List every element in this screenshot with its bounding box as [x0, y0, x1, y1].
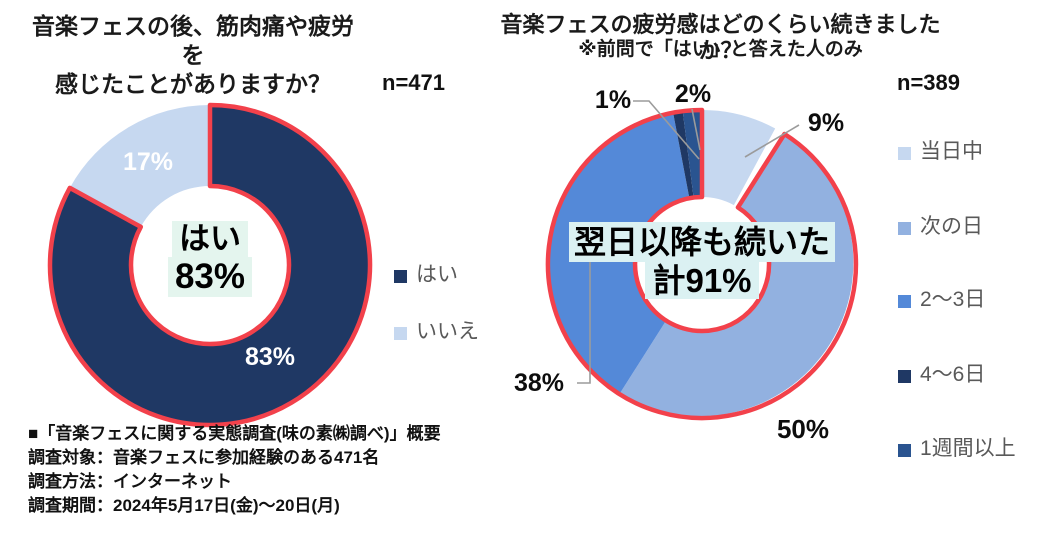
right-chart-subtitle: ※前問で「はい」と答えた人のみ	[578, 39, 863, 60]
slice-label-next-day-50: 50%	[776, 414, 830, 444]
survey-note-line4: 調査期間：2024年5月17日(金)～20日(月)	[28, 496, 340, 515]
legend-label-week-plus: 1週間以上	[920, 437, 1016, 460]
slice-label-hai-83: 83%	[244, 343, 296, 371]
legend-item-next-day: 次の日	[898, 210, 983, 240]
legend-item-4-6-days: 4～6日	[898, 358, 985, 388]
legend-item-2-3-days: 2～3日	[898, 283, 985, 313]
legend-label-next-day: 次の日	[920, 215, 983, 238]
donut-slice-いいえ	[69, 105, 210, 227]
left-chart-title-line2: 感じたことがありますか？	[55, 71, 331, 97]
right-center-line1: 翌日以降も続いた	[568, 222, 835, 262]
survey-note-line1: ■「音楽フェスに関する実態調査(味の素㈱調べ)」概要	[28, 424, 441, 443]
red-emphasis-outline	[545, 107, 859, 421]
legend-label-iie: いいえ	[416, 320, 479, 343]
left-chart-title: 音楽フェスの後、筋肉痛や疲労を 感じたことがありますか？	[28, 12, 358, 99]
legend-label-same-day: 当日中	[920, 140, 983, 163]
slice-label-iie-17: 17%	[122, 148, 174, 176]
right-chart-title: 音楽フェスの疲労感はどのくらい続きましたか？	[500, 12, 941, 63]
legend-swatch-hai	[394, 270, 407, 283]
right-donut-center-label: 翌日以降も続いた 計91%	[535, 222, 869, 299]
legend-item-week-plus: 1週間以上	[898, 432, 1016, 462]
legend-label-hai: はい	[416, 263, 458, 286]
legend-label-4-6-days: 4～6日	[920, 363, 986, 386]
survey-note-line2: 調査対象：音楽フェスに参加経験のある471名	[28, 448, 380, 467]
left-center-line2: 83%	[167, 257, 253, 297]
donut-slice-はい	[49, 105, 370, 426]
right-chart-n-label: n=389	[897, 70, 960, 95]
survey-overview-note: ■「音楽フェスに関する実態調査(味の素㈱調べ)」概要 調査対象：音楽フェスに参加…	[28, 422, 458, 518]
donut-slice-次の日	[619, 134, 854, 417]
legend-item-hai: はい	[394, 258, 458, 288]
legend-label-2-3-days: 2～3日	[920, 288, 986, 311]
donut-chart-left	[47, 102, 373, 428]
legend-item-iie: いいえ	[394, 315, 479, 345]
slice-label-same-day-9: 9%	[807, 109, 845, 137]
legend-swatch-next-day	[898, 222, 911, 235]
survey-note-line3: 調査方法：インターネット	[28, 472, 232, 491]
leader-line-1pct	[633, 100, 700, 160]
left-donut-center-label: はい 83%	[110, 221, 310, 297]
legend-swatch-2-3-days	[898, 295, 911, 308]
left-center-line1: はい	[172, 221, 248, 257]
right-center-line2: 計91%	[645, 262, 759, 299]
slice-label-4-6-1: 1%	[594, 86, 632, 114]
leader-line-9pct	[744, 124, 800, 158]
red-emphasis-outline	[47, 102, 373, 428]
leader-line-38pct	[577, 262, 591, 384]
donut-slice-当日中	[702, 110, 776, 206]
legend-item-same-day: 当日中	[898, 135, 983, 165]
left-chart-title-line1: 音楽フェスの後、筋肉痛や疲労を	[32, 13, 354, 68]
legend-swatch-week-plus	[898, 444, 911, 457]
leader-line-2pct	[691, 108, 701, 151]
slice-label-2-3-38: 38%	[513, 369, 565, 397]
slice-label-week-2: 2%	[674, 80, 712, 108]
legend-swatch-4-6-days	[898, 370, 911, 383]
donut-slice-4～6日	[673, 111, 694, 199]
legend-swatch-same-day	[898, 147, 911, 160]
legend-swatch-iie	[394, 327, 407, 340]
left-chart-n-label: n=471	[382, 70, 445, 95]
